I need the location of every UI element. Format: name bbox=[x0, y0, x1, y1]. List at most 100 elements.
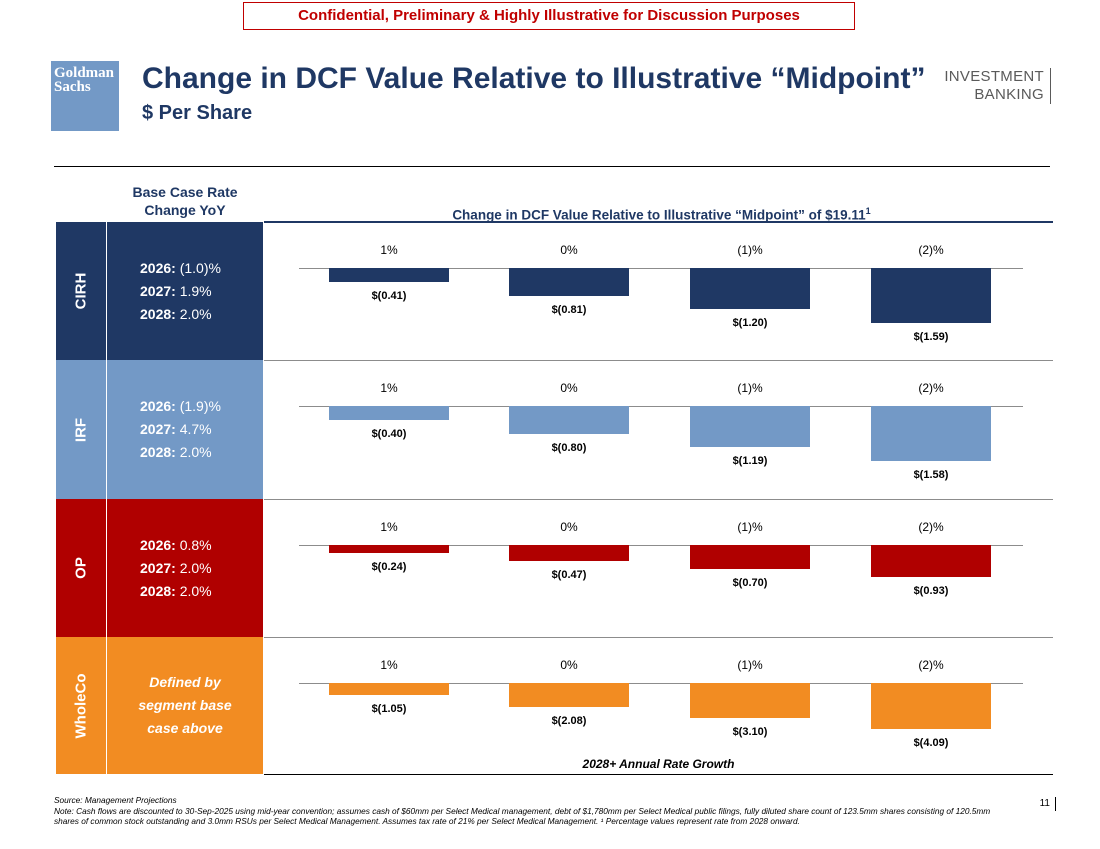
rate-year: 2028: bbox=[140, 582, 176, 599]
value-label: $(0.93) bbox=[913, 585, 949, 598]
methodology-note: Note: Cash flows are discounted to 30-Se… bbox=[54, 805, 991, 827]
bar bbox=[509, 545, 629, 562]
rate-row: 2027: 2.0% bbox=[140, 557, 263, 580]
segment-label-box: OP bbox=[56, 499, 106, 637]
segment-irf: IRF 2026: (1.9)% 2027: 4.7% 2028: 2.0% bbox=[56, 360, 263, 499]
description-line: case above bbox=[147, 720, 223, 736]
rate-value: 2.0% bbox=[175, 305, 212, 322]
chart-title-underline bbox=[264, 221, 1053, 223]
rate-value: (1.0)% bbox=[175, 259, 221, 276]
segment-description: Defined by segment base case above bbox=[107, 637, 263, 774]
division-line-1: INVESTMENT bbox=[944, 68, 1044, 85]
category-label: 0% bbox=[560, 658, 578, 672]
segment-rates: 2026: 0.8% 2027: 2.0% 2028: 2.0% bbox=[107, 499, 263, 637]
rate-row: 2026: 0.8% bbox=[140, 534, 263, 557]
value-label: $(1.59) bbox=[913, 330, 949, 343]
chart-panel-irf: 1% $(0.40) 0% $(0.80) (1)% $(1.19) (2)% $(1.58) bbox=[264, 360, 1053, 498]
category-label: (2)% bbox=[918, 243, 944, 257]
rate-year: 2026: bbox=[140, 259, 176, 276]
x-axis-label: 2028+ Annual Rate Growth bbox=[582, 757, 735, 771]
base-case-header-line-2: Change YoY bbox=[144, 202, 226, 218]
bar bbox=[871, 268, 991, 323]
chart-panel-op: 1% $(0.24) 0% $(0.47) (1)% $(0.70) (2)% $(0.93) bbox=[264, 499, 1053, 637]
description-line: segment base bbox=[138, 697, 232, 713]
segment-cirh: CIRH 2026: (1.0)% 2027: 1.9% 2028: 2.0% bbox=[56, 222, 263, 360]
chart-title: Change in DCF Value Relative to Illustra… bbox=[264, 206, 1059, 223]
segment-op: OP 2026: 0.8% 2027: 2.0% 2028: 2.0% bbox=[56, 499, 263, 637]
rate-row: 2028: 2.0% bbox=[140, 441, 263, 464]
segment-name: CIRH bbox=[72, 272, 90, 310]
bar bbox=[871, 545, 991, 578]
rate-row: 2026: (1.0)% bbox=[140, 257, 263, 280]
bar bbox=[329, 545, 449, 554]
bar bbox=[329, 268, 449, 283]
footnote-marker: 1 bbox=[865, 206, 871, 216]
chart-panel-wholeco: 1% $(1.05) 0% $(2.08) (1)% $(3.10) (2)% $(4.09) bbox=[264, 637, 1053, 775]
rate-year: 2028: bbox=[140, 305, 176, 322]
rate-row: 2028: 2.0% bbox=[140, 580, 263, 603]
page-subtitle: $ Per Share bbox=[142, 102, 253, 124]
rate-value: 1.9% bbox=[175, 282, 212, 299]
category-label: 0% bbox=[560, 243, 578, 257]
chart-bottom-line bbox=[264, 774, 1053, 775]
rate-year: 2027: bbox=[140, 282, 176, 299]
rate-year: 2027: bbox=[140, 421, 176, 437]
zero-axis bbox=[299, 545, 1023, 546]
category-label: 0% bbox=[560, 381, 578, 395]
segment-label-box: WholeCo bbox=[56, 637, 106, 774]
rate-row: 2028: 2.0% bbox=[140, 303, 263, 326]
division-label: INVESTMENT BANKING bbox=[944, 68, 1051, 104]
bar bbox=[690, 683, 810, 719]
category-label: 1% bbox=[380, 658, 398, 672]
category-label: (1)% bbox=[737, 658, 763, 672]
header-divider bbox=[54, 166, 1050, 167]
footnotes: Source: Management Projections Note: Cas… bbox=[54, 795, 1014, 827]
category-label: 1% bbox=[380, 243, 398, 257]
value-label: $(0.40) bbox=[371, 427, 407, 440]
category-label: (1)% bbox=[737, 520, 763, 534]
rate-value: (1.9)% bbox=[175, 398, 221, 414]
zero-axis bbox=[299, 268, 1023, 269]
page-number: 11 bbox=[1040, 797, 1056, 811]
rate-value: 0.8% bbox=[175, 536, 212, 553]
value-label: $(0.80) bbox=[551, 441, 587, 454]
panel-separator bbox=[264, 360, 1053, 361]
chart-panel-cirh: 1% $(0.41) 0% $(0.81) (1)% $(1.20) (2)% $(1.59) bbox=[264, 222, 1053, 360]
bar bbox=[329, 406, 449, 420]
segment-label-box: IRF bbox=[56, 360, 106, 499]
panel-separator bbox=[264, 499, 1053, 500]
chart-title-text: Change in DCF Value Relative to Illustra… bbox=[452, 207, 866, 223]
bar bbox=[509, 683, 629, 707]
bar bbox=[329, 683, 449, 695]
source-note: Source: Management Projections bbox=[54, 795, 177, 805]
rate-value: 4.7% bbox=[175, 421, 212, 437]
division-line-2: BANKING bbox=[974, 86, 1044, 103]
bar bbox=[690, 268, 810, 310]
rate-year: 2026: bbox=[140, 398, 176, 414]
category-label: 1% bbox=[380, 520, 398, 534]
bar bbox=[509, 268, 629, 296]
confidential-banner: Confidential, Preliminary & Highly Illus… bbox=[243, 2, 855, 30]
bar bbox=[509, 406, 629, 434]
segment-wholeco: WholeCo Defined by segment base case above bbox=[56, 637, 263, 774]
base-case-header-line-1: Base Case Rate bbox=[132, 184, 238, 200]
value-label: $(1.20) bbox=[732, 317, 768, 330]
zero-axis bbox=[299, 406, 1023, 407]
segment-rates: 2026: (1.0)% 2027: 1.9% 2028: 2.0% bbox=[107, 222, 263, 360]
zero-axis bbox=[299, 683, 1023, 684]
segment-name: IRF bbox=[72, 417, 90, 442]
value-label: $(1.58) bbox=[913, 468, 949, 481]
segment-name: WholeCo bbox=[72, 673, 90, 738]
page-title: Change in DCF Value Relative to Illustra… bbox=[142, 62, 926, 95]
rate-value: 2.0% bbox=[175, 582, 212, 599]
value-label: $(0.47) bbox=[551, 569, 587, 582]
bar bbox=[690, 545, 810, 570]
rate-year: 2028: bbox=[140, 444, 176, 460]
rate-row: 2027: 4.7% bbox=[140, 418, 263, 441]
value-label: $(1.05) bbox=[371, 702, 407, 715]
bar bbox=[690, 406, 810, 448]
value-label: $(0.81) bbox=[551, 303, 587, 316]
panel-separator bbox=[264, 637, 1053, 638]
category-label: 0% bbox=[560, 520, 578, 534]
bar bbox=[871, 406, 991, 461]
